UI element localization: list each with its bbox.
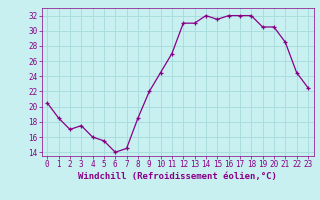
X-axis label: Windchill (Refroidissement éolien,°C): Windchill (Refroidissement éolien,°C) [78,172,277,181]
